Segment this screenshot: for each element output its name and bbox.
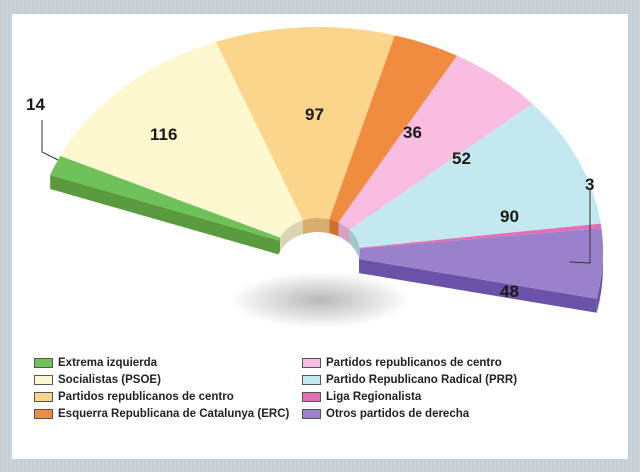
legend-swatch (34, 391, 53, 402)
value-label-erc: 36 (403, 123, 422, 142)
legend-swatch (302, 408, 321, 419)
value-label-republicanos-centro-2: 52 (452, 149, 471, 168)
wedge-inner-side-1 (280, 220, 303, 252)
purple-outer-rim (596, 228, 603, 313)
wedge-inner-side-3 (329, 219, 339, 237)
leader-line-3 (569, 190, 591, 264)
wedge-inner-side-0 (278, 237, 281, 255)
legend-label: Partido Republicano Radical (PRR) (326, 373, 518, 386)
wedge-4 (338, 55, 533, 230)
legend-label: Otros partidos de derecha (326, 407, 470, 420)
legend-item: Extrema izquierda (34, 354, 289, 371)
legend-swatch (34, 408, 53, 419)
legend-item: Otros partidos de derecha (302, 405, 517, 422)
legend-left: Extrema izquierda Socialistas (PSOE) Par… (34, 354, 289, 422)
value-label-extrema-izquierda: 14 (26, 95, 45, 114)
wedge-sides (50, 175, 603, 313)
wedge-2 (216, 27, 395, 221)
wedge-tops (50, 27, 603, 299)
legend-item: Liga Regionalista (302, 388, 517, 405)
value-label-prr: 90 (500, 207, 519, 226)
wedge-5 (349, 103, 601, 248)
legend-swatch (302, 374, 321, 385)
legend-item: Socialistas (PSOE) (34, 371, 289, 388)
value-label-otros-derecha: 48 (500, 282, 519, 301)
legend-label: Liga Regionalista (326, 390, 422, 403)
wedge-inner-side-2 (302, 218, 330, 235)
wedge-1 (60, 41, 303, 238)
legend-item: Partidos republicanos de centro (302, 354, 517, 371)
wedge-3 (329, 35, 458, 223)
value-label-psoe: 116 (150, 125, 177, 144)
wedge-inner-side-5 (349, 229, 360, 262)
value-label-liga: 3 (585, 175, 594, 194)
legend-label: Socialistas (PSOE) (58, 373, 161, 386)
wedge-7 (359, 228, 603, 299)
legend-item: Esquerra Republicana de Catalunya (ERC) (34, 405, 289, 422)
leader-line-14 (41, 120, 59, 161)
purple-end-side (359, 259, 597, 313)
legend-swatch (302, 391, 321, 402)
legend-label: Extrema izquierda (58, 356, 158, 369)
legend-swatch (34, 374, 53, 385)
wedge-6 (359, 223, 602, 249)
legend-label: Partidos republicanos de centro (58, 390, 234, 403)
legend-label: Esquerra Republicana de Catalunya (ERC) (58, 407, 290, 420)
legend-item: Partidos republicanos de centro (34, 388, 289, 405)
value-label-republicanos-centro: 97 (305, 105, 324, 124)
legend-swatch (302, 357, 321, 368)
green-end-side (50, 175, 279, 255)
legend-swatch (34, 357, 53, 368)
legend-item: Partido Republicano Radical (PRR) (302, 371, 517, 388)
wedge-0 (50, 155, 281, 241)
center-shadow (230, 272, 410, 328)
legend-right: Partidos republicanos de centro Partido … (302, 354, 517, 422)
wedge-inner-side-4 (338, 222, 350, 244)
legend-label: Partidos republicanos de centro (326, 356, 502, 369)
